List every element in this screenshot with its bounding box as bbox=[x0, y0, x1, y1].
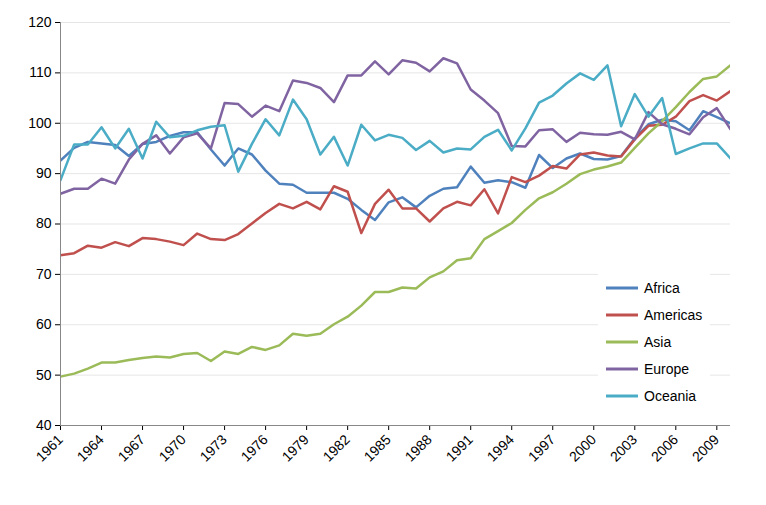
svg-text:1973: 1973 bbox=[197, 431, 230, 464]
svg-text:100: 100 bbox=[28, 115, 52, 131]
svg-text:1967: 1967 bbox=[114, 431, 147, 464]
svg-text:70: 70 bbox=[36, 266, 52, 282]
svg-text:50: 50 bbox=[36, 367, 52, 383]
svg-text:1961: 1961 bbox=[32, 431, 65, 464]
svg-text:1997: 1997 bbox=[525, 431, 558, 464]
svg-text:1964: 1964 bbox=[73, 431, 106, 464]
svg-text:1976: 1976 bbox=[238, 431, 271, 464]
svg-text:80: 80 bbox=[36, 215, 52, 231]
html-text:Europe: Europe bbox=[644, 360, 690, 377]
svg-text:1994: 1994 bbox=[484, 431, 517, 464]
svg-text:1988: 1988 bbox=[402, 431, 435, 464]
svg-text:1982: 1982 bbox=[320, 431, 353, 464]
html-text:Asia: Asia bbox=[644, 333, 672, 350]
html-text:Americas: Americas bbox=[644, 306, 703, 323]
svg-text:1979: 1979 bbox=[279, 431, 312, 464]
svg-text:90: 90 bbox=[36, 165, 52, 181]
svg-text:2000: 2000 bbox=[566, 431, 599, 464]
svg-text:120: 120 bbox=[28, 14, 52, 30]
svg-text:2006: 2006 bbox=[648, 431, 681, 464]
svg-text:2009: 2009 bbox=[689, 431, 722, 464]
svg-text:1985: 1985 bbox=[361, 431, 394, 464]
svg-text:1991: 1991 bbox=[443, 431, 476, 464]
html-text:Africa: Africa bbox=[644, 279, 680, 296]
svg-text:1970: 1970 bbox=[156, 431, 189, 464]
svg-text:2003: 2003 bbox=[607, 431, 640, 464]
svg-text:110: 110 bbox=[29, 64, 52, 80]
svg-text:60: 60 bbox=[36, 316, 52, 332]
svg-text:40: 40 bbox=[36, 417, 52, 433]
html-text:Oceania: Oceania bbox=[644, 387, 697, 404]
